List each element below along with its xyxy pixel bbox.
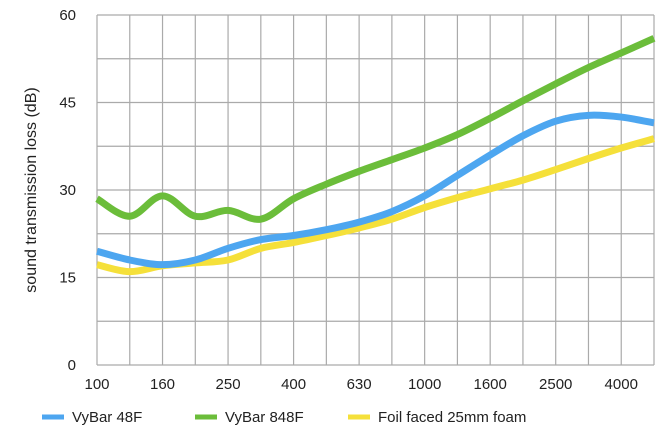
y-tick-label: 15 bbox=[59, 270, 76, 287]
x-axis-ticks: 100 160 250 400 630 1000 1600 2500 4000 bbox=[84, 376, 637, 393]
x-tick-label: 1000 bbox=[408, 376, 441, 393]
legend-label: VyBar 848F bbox=[225, 409, 304, 426]
legend-label: VyBar 48F bbox=[72, 409, 142, 426]
x-tick-label: 160 bbox=[150, 376, 175, 393]
x-tick-label: 100 bbox=[84, 376, 109, 393]
chart-series bbox=[95, 35, 656, 276]
series-line bbox=[95, 35, 656, 223]
y-tick-label: 60 bbox=[59, 7, 76, 24]
chart-grid bbox=[96, 14, 655, 366]
legend-label: Foil faced 25mm foam bbox=[378, 409, 526, 426]
chart-legend: VyBar 48F VyBar 848F Foil faced 25mm foam bbox=[42, 409, 526, 426]
x-tick-label: 4000 bbox=[605, 376, 638, 393]
y-tick-label: 45 bbox=[59, 95, 76, 112]
y-tick-label: 0 bbox=[68, 357, 76, 374]
series-line bbox=[96, 111, 655, 269]
x-tick-label: 400 bbox=[281, 376, 306, 393]
y-tick-label: 30 bbox=[59, 182, 76, 199]
x-tick-label: 1600 bbox=[473, 376, 506, 393]
x-tick-label: 630 bbox=[347, 376, 372, 393]
y-axis-title: sound transmission loss (dB) bbox=[23, 87, 40, 292]
x-tick-label: 2500 bbox=[539, 376, 572, 393]
y-axis-ticks: 0 15 30 45 60 bbox=[59, 7, 76, 374]
x-tick-label: 250 bbox=[216, 376, 241, 393]
